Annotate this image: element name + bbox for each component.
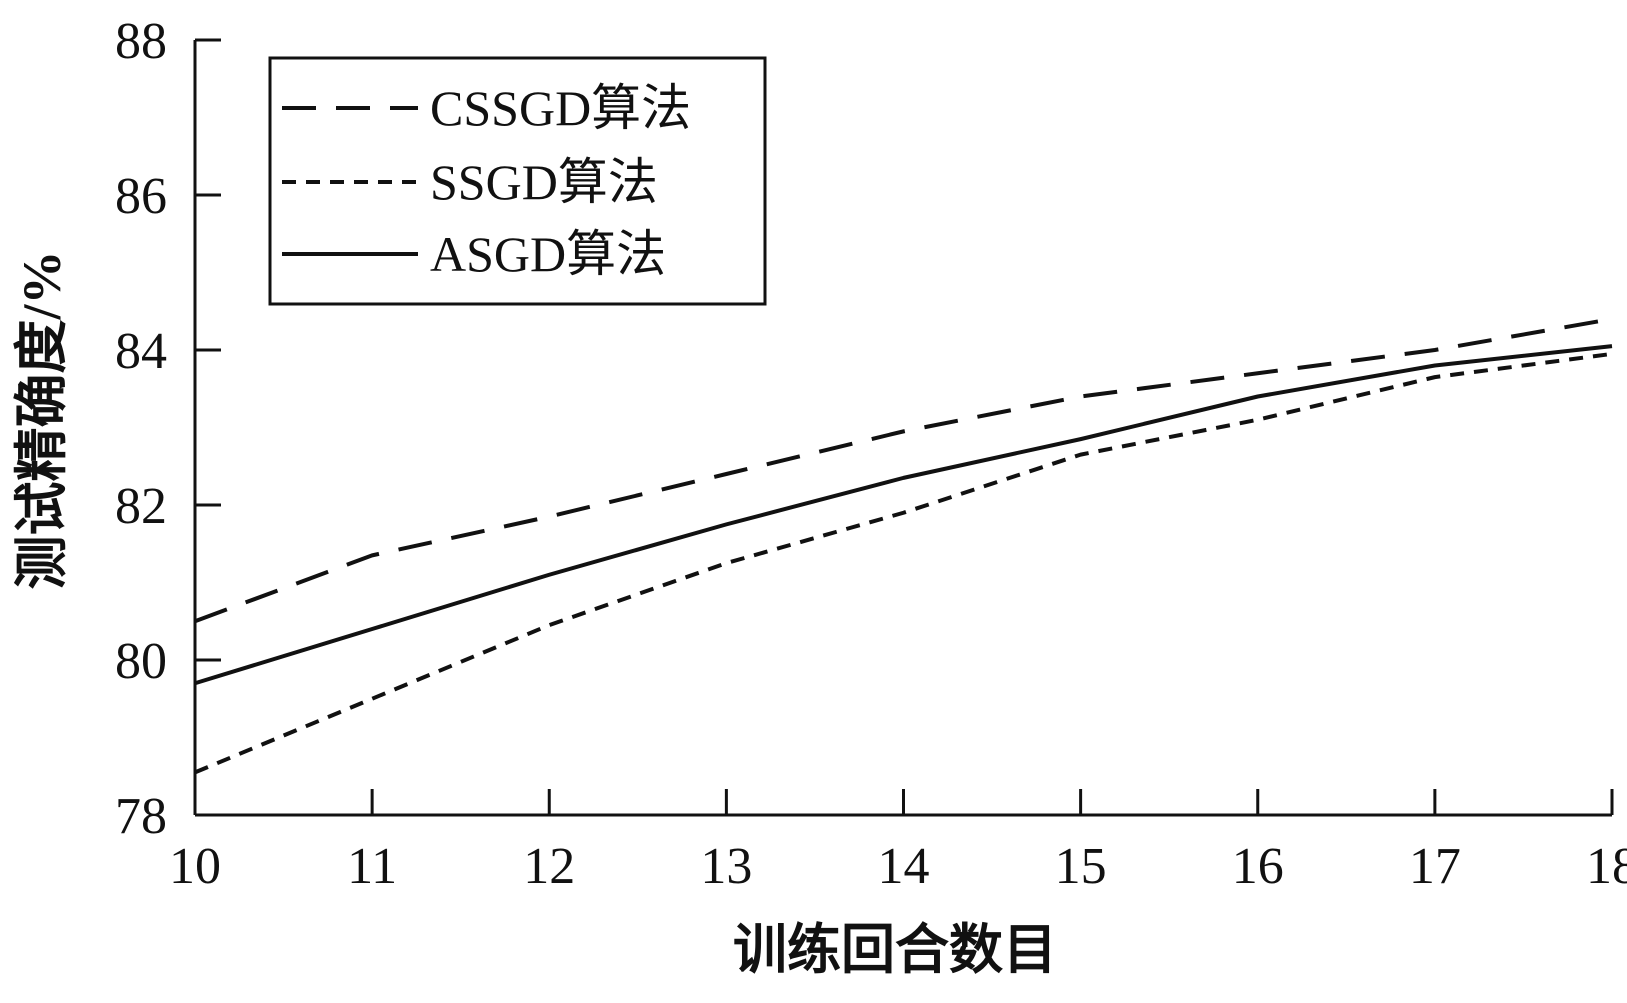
series-lines [194,317,1613,775]
legend-label-1: CSSGD算法 [430,80,691,136]
tick-marks [193,38,1614,817]
y-tick-label: 84 [115,323,167,380]
series-line-2 [194,351,1613,775]
x-tick-label: 18 [1586,838,1627,895]
legend-label-2: SSGD算法 [430,154,658,210]
legend-items: CSSGD算法 SSGD算法 ASGD算法 [282,80,691,282]
y-tick-label: 80 [115,633,167,690]
y-axis-title: 测试精确度/% [12,250,72,589]
series-line-3 [194,344,1613,686]
y-tick-label: 82 [115,478,167,535]
x-tick-label: 13 [700,838,752,895]
x-tick-label: 17 [1409,838,1461,895]
legend: CSSGD算法 SSGD算法 ASGD算法 [268,56,767,306]
legend-box [268,56,767,306]
y-tick-label: 86 [115,168,167,225]
x-tick-label: 16 [1232,838,1284,895]
series-line-1 [194,317,1613,624]
x-tick-label: 15 [1055,838,1107,895]
x-tick-label: 10 [169,838,221,895]
legend-label-3: ASGD算法 [430,226,666,282]
y-tick-label: 88 [115,13,167,70]
y-tick-label: 78 [115,788,167,845]
x-tick-label: 14 [878,838,930,895]
x-tick-label: 11 [347,838,397,895]
x-axis-title: 训练回合数目 [733,920,1057,980]
tick-labels: 10 11 12 13 14 15 16 17 18 78 80 82 84 86 88 [115,13,1627,895]
x-tick-label: 12 [523,838,575,895]
